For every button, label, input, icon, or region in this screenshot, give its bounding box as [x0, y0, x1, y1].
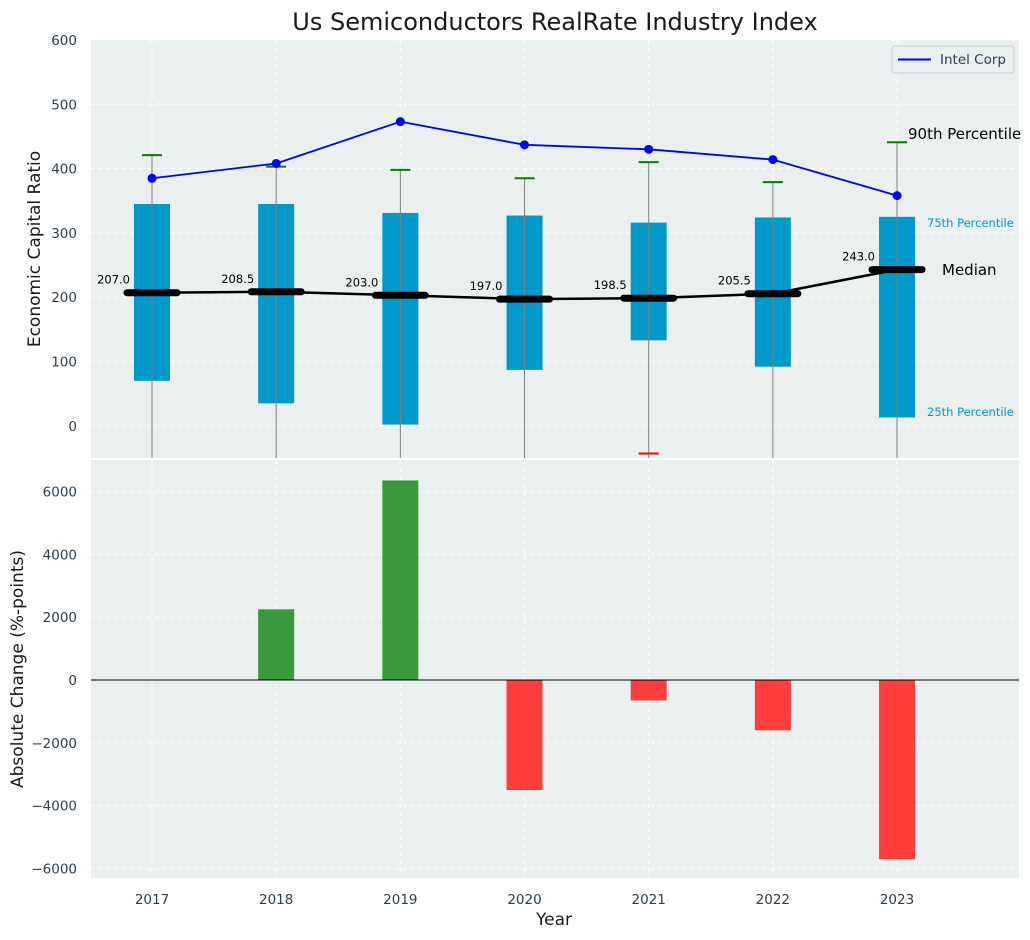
legend: Intel Corp	[891, 45, 1015, 74]
bottom-y-tick-6000: 6000	[43, 484, 77, 500]
bottom-y-tick-0: 0	[68, 673, 77, 689]
chart-title: Us Semiconductors RealRate Industry Inde…	[292, 8, 817, 36]
annotation-90th-percentile: 90th Percentile	[908, 125, 1021, 143]
bottom-y-ticks: −6000 −4000 −2000 0 2000 4000 6000	[31, 484, 77, 877]
annotation-median: Median	[942, 261, 997, 279]
legend-box	[891, 45, 1015, 74]
median-label-2021: 198.5	[594, 278, 627, 292]
x-tick-2023: 2023	[880, 892, 914, 908]
bottom-y-axis-label: Absolute Change (%-points)	[8, 550, 28, 788]
top-y-tick-500: 500	[51, 97, 77, 113]
change-bar-2020	[506, 680, 543, 790]
top-panel-background	[91, 40, 1019, 458]
x-axis-label: Year	[535, 910, 572, 930]
bottom-panel-background	[91, 460, 1019, 878]
x-tick-2018: 2018	[259, 892, 293, 908]
change-bar-2022	[754, 680, 791, 731]
top-y-tick-600: 600	[51, 33, 77, 49]
intel-corp-point-2021	[644, 144, 654, 154]
top-y-tick-300: 300	[51, 226, 77, 242]
median-label-2019: 203.0	[345, 275, 378, 289]
top-y-tick-100: 100	[51, 355, 77, 371]
median-label-2017: 207.0	[97, 273, 130, 287]
legend-label-intel-corp: Intel Corp	[940, 52, 1006, 68]
change-bar-2023	[879, 680, 916, 860]
bottom-y-tick-2000: 2000	[43, 610, 77, 626]
top-marks: 207.0 208.5 203.0 197.0 198.5 205.5 243.0	[97, 117, 926, 458]
top-y-tick-400: 400	[51, 162, 77, 178]
x-ticks: 2017 2018 2019 2020 2021 2022 2023	[135, 892, 914, 908]
change-bar-2021	[630, 680, 667, 701]
intel-corp-point-2017	[147, 173, 157, 183]
median-label-2023: 243.0	[842, 250, 875, 264]
intel-corp-point-2019	[395, 117, 405, 127]
change-bar-2018	[258, 609, 295, 680]
top-y-axis-label: Economic Capital Ratio	[25, 151, 45, 347]
bottom-y-tick--2000: −2000	[31, 736, 77, 752]
median-label-2022: 205.5	[718, 274, 751, 288]
bottom-marks	[91, 480, 1019, 860]
x-tick-2020: 2020	[507, 892, 541, 908]
top-y-ticks: 0 100 200 300 400 500 600	[51, 33, 77, 435]
bottom-y-tick--4000: −4000	[31, 799, 77, 815]
x-tick-2021: 2021	[632, 892, 666, 908]
top-y-tick-200: 200	[51, 290, 77, 306]
annotation-25th-percentile: 25th Percentile	[927, 405, 1014, 419]
median-label-2020: 197.0	[470, 279, 503, 293]
top-y-tick-0: 0	[68, 419, 77, 435]
intel-corp-point-2018	[271, 158, 281, 168]
intel-corp-point-2023	[892, 191, 902, 201]
annotation-75th-percentile: 75th Percentile	[927, 216, 1014, 230]
bottom-y-tick--6000: −6000	[31, 862, 77, 878]
bottom-y-tick-4000: 4000	[43, 547, 77, 563]
change-bar-2019	[382, 480, 419, 680]
median-label-2018: 208.5	[221, 272, 254, 286]
x-tick-2017: 2017	[135, 892, 169, 908]
intel-corp-point-2020	[520, 140, 530, 150]
x-tick-2022: 2022	[756, 892, 790, 908]
x-tick-2019: 2019	[383, 892, 417, 908]
intel-corp-point-2022	[768, 155, 778, 165]
